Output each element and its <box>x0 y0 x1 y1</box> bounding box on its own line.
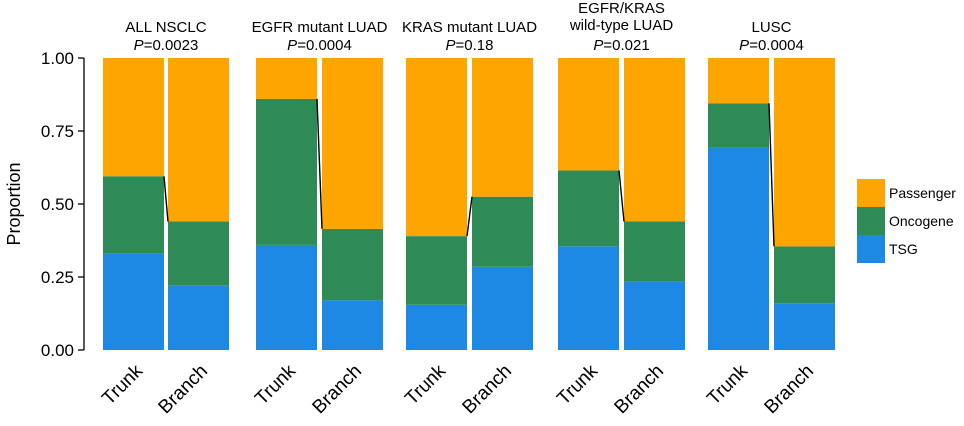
bar-segment-passenger <box>406 58 467 237</box>
bar-segment-passenger <box>103 58 164 177</box>
p-value-text: =0.0004 <box>749 37 804 54</box>
legend: Passenger Oncogene TSG <box>857 179 956 263</box>
panel-title: ALL NSCLC <box>125 19 206 36</box>
bar-segment-passenger <box>322 58 383 229</box>
legend-swatch-tsg <box>857 235 885 263</box>
legend-label: Oncogene <box>889 213 954 229</box>
connector-line <box>466 196 473 237</box>
p-symbol: P <box>134 37 144 54</box>
y-tick-label: 0.75 <box>41 122 74 141</box>
bar-segment-oncogene <box>168 221 229 286</box>
bar-segment-oncogene <box>558 170 619 247</box>
y-tick-label: 0.00 <box>41 341 74 360</box>
bar-segment-tsg <box>624 281 685 350</box>
p-symbol: P <box>593 37 603 54</box>
bar-segment-tsg <box>472 266 533 350</box>
x-tick-label: Branch <box>761 361 818 418</box>
connector-line <box>768 103 775 247</box>
x-tick-label: Branch <box>309 361 366 418</box>
panel-p-value: P=0.0004 <box>287 37 352 54</box>
bar-segment-tsg <box>558 246 619 350</box>
legend-label: TSG <box>889 241 918 257</box>
bar-segment-passenger <box>624 58 685 222</box>
bar-segment-passenger <box>708 58 769 104</box>
x-tick-label: Trunk <box>703 360 752 409</box>
connector-line <box>316 98 323 229</box>
bar-segment-tsg <box>406 304 467 350</box>
bar-segment-passenger <box>472 58 533 197</box>
p-symbol: P <box>446 37 456 54</box>
bar-segment-oncogene <box>774 246 835 304</box>
p-symbol: P <box>287 37 297 54</box>
y-axis: 0.00 0.25 0.50 0.75 1.00 Proportion <box>4 49 85 360</box>
bar-segment-passenger <box>168 58 229 222</box>
panel-p-value: P=0.0023 <box>134 37 199 54</box>
bar-segment-oncogene <box>624 221 685 282</box>
p-symbol: P <box>739 37 749 54</box>
bar-segment-tsg <box>774 303 835 350</box>
panel-title: KRAS mutant LUAD <box>402 19 537 36</box>
panel-title: wild-type LUAD <box>569 17 674 34</box>
x-tick-label: Branch <box>459 361 516 418</box>
x-tick-label: Branch <box>155 361 212 418</box>
bar-segment-tsg <box>322 300 383 350</box>
bar-segment-passenger <box>558 58 619 171</box>
x-tick-label: Trunk <box>553 360 602 409</box>
panel-title: LUSC <box>751 19 791 36</box>
x-tick-label: Branch <box>611 361 668 418</box>
bar-segment-passenger <box>256 58 317 99</box>
bar-segment-oncogene <box>472 196 533 267</box>
y-tick-label: 0.50 <box>41 195 74 214</box>
bar-segment-oncogene <box>322 228 383 301</box>
bar-segment-oncogene <box>708 103 769 148</box>
bar-segment-oncogene <box>256 98 317 245</box>
connector-line <box>618 170 625 222</box>
y-tick-label: 0.25 <box>41 268 74 287</box>
x-tick-label: Trunk <box>98 360 147 409</box>
x-tick-label: Trunk <box>401 360 450 409</box>
bar-segment-tsg <box>708 147 769 350</box>
bar-segment-tsg <box>256 244 317 350</box>
panel-p-value: P=0.021 <box>593 37 649 54</box>
y-tick-label: 1.00 <box>41 49 74 68</box>
p-value-text: =0.0004 <box>297 37 352 54</box>
y-axis-label: Proportion <box>4 162 24 245</box>
panel-p-value: P=0.18 <box>446 37 494 54</box>
p-value-text: =0.021 <box>603 37 649 54</box>
p-value-text: =0.18 <box>456 37 494 54</box>
panel-p-value: P=0.0004 <box>739 37 804 54</box>
panel-title: EGFR/KRAS <box>578 0 665 17</box>
x-tick-label: Trunk <box>251 360 300 409</box>
legend-swatch-passenger <box>857 179 885 207</box>
panel-title: EGFR mutant LUAD <box>252 19 388 36</box>
legend-swatch-oncogene <box>857 207 885 235</box>
bar-segment-tsg <box>103 253 164 350</box>
p-value-text: =0.0023 <box>144 37 199 54</box>
connector-line <box>163 176 169 222</box>
legend-label: Passenger <box>889 185 956 201</box>
bar-segment-passenger <box>774 58 835 247</box>
bars <box>103 58 835 350</box>
bar-segment-oncogene <box>103 176 164 254</box>
bar-segment-tsg <box>168 285 229 350</box>
bar-segment-oncogene <box>406 236 467 305</box>
